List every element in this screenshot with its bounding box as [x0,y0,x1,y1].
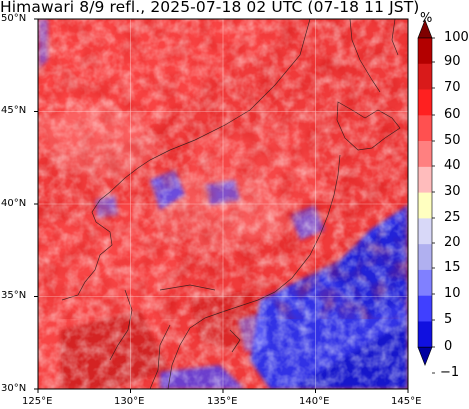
colorbar-segment [418,38,432,65]
map-area [38,19,408,389]
lat-label-35: 35°N [1,290,27,301]
colorbar-tick-label: 60 [444,107,461,122]
colorbar-tick-label: −1 [440,365,460,380]
colorbar-tick-label: 25 [444,210,461,225]
colorbar-tick-label: 20 [444,235,461,250]
colorbar-tick-label: 0 [444,339,453,354]
colorbar-segment [418,192,432,219]
colorbar-segment [418,141,432,168]
lat-label-40: 40°N [1,198,27,209]
lon-label-130: 130°E [114,396,145,407]
colorbar-segment [418,89,432,116]
colorbar-tick-label: 50 [444,133,461,148]
colorbar-extend-min [417,346,433,367]
colorbar-tick-label: 100 [444,30,469,45]
lon-label-145: 145°E [391,396,422,407]
lat-label-50: 50°N [1,13,27,24]
lat-label-30: 30°N [1,383,27,394]
colorbar-segment [418,166,432,193]
colorbar-tick-label: 90 [444,54,461,69]
colorbar-segment [418,321,432,348]
lon-label-125: 125°E [22,396,53,407]
colorbar-tick-label: 70 [444,80,461,95]
colorbar [417,19,435,374]
map-title: Himawari 8/9 refl., 2025-07-18 02 UTC (0… [0,0,420,16]
colorbar-segment [418,295,432,322]
lat-label-45: 45°N [1,105,27,116]
lon-label-135: 135°E [207,396,238,407]
colorbar-tick-label: 40 [444,158,461,173]
colorbar-tick-label: 30 [444,184,461,199]
lon-label-140: 140°E [299,396,330,407]
colorbar-tick-label: 15 [444,260,461,275]
colorbar-tick-label: 10 [444,286,461,301]
colorbar-tick-label: 5 [444,312,453,327]
colorbar-unit: % [420,11,433,26]
colorbar-segment [418,244,432,271]
colorbar-segment [418,269,432,296]
colorbar-segment [418,63,432,90]
colorbar-segment [418,115,432,142]
colorbar-segment [418,218,432,245]
